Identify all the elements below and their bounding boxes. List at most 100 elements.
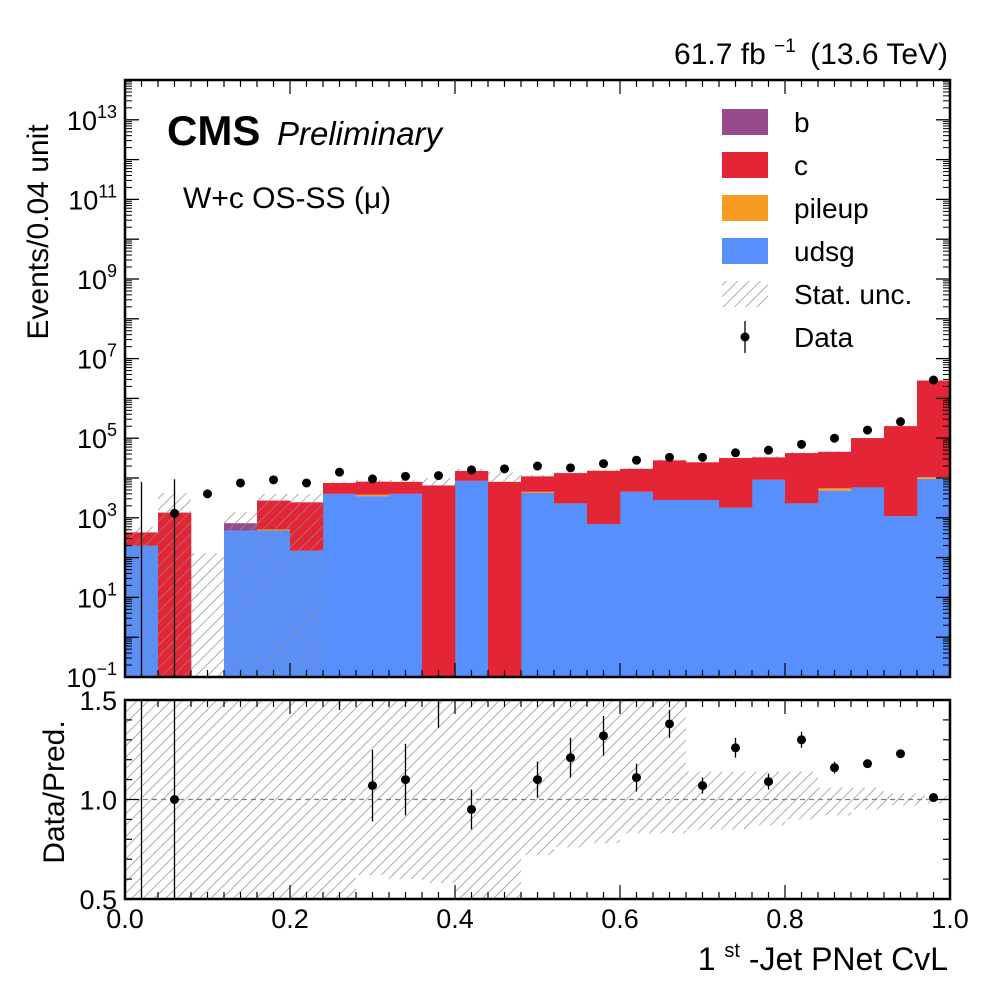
ratio-point [599, 731, 608, 741]
lumi-unit-exponent: −1 [774, 36, 796, 57]
data-point [929, 375, 938, 385]
bar-udsg [884, 516, 918, 677]
y-axis-label: Events/0.04 unit [22, 124, 55, 340]
ratio-y-tick-label: 1.5 [79, 686, 117, 716]
legend-swatch-c [722, 152, 768, 178]
bar-c [356, 481, 390, 495]
bar-c [620, 468, 654, 492]
data-point [566, 463, 575, 473]
bar-udsg [455, 480, 489, 677]
data-point [302, 478, 311, 488]
legend-label: Data [794, 322, 854, 353]
stat-unc-hatch [257, 493, 290, 677]
data-point [269, 475, 278, 485]
data-point [500, 464, 509, 474]
stat-unc-hatch [785, 452, 818, 453]
data-point [797, 439, 806, 449]
bar-c [851, 438, 885, 488]
stat-unc-hatch [752, 456, 785, 458]
bar-udsg [851, 487, 885, 677]
data-point [863, 425, 872, 435]
legend-label: pileup [794, 193, 869, 224]
data-point [170, 508, 179, 518]
data-point [401, 471, 410, 481]
y-tick-exponent: 9 [107, 261, 117, 281]
bar-udsg [752, 479, 786, 677]
bar-udsg [653, 500, 687, 677]
ratio-point [764, 777, 773, 787]
stat-unc-hatch [620, 467, 653, 469]
ratio-point [731, 743, 740, 753]
ratio-y-axis-label: Data/Pred. [38, 720, 71, 863]
y-tick-label: 1013 [67, 102, 117, 136]
y-tick-base: 10 [66, 663, 96, 693]
data-point [764, 445, 773, 455]
y-tick-base: 10 [77, 345, 107, 375]
y-tick-exponent: 11 [98, 181, 117, 201]
data-point [896, 417, 905, 427]
y-tick-base: 10 [77, 265, 107, 295]
y-tick-label: 10−1 [66, 659, 117, 693]
data-points [140, 375, 938, 677]
ratio-point [929, 793, 938, 803]
x-tick-label: 0.2 [271, 904, 309, 934]
data-point [467, 465, 476, 475]
y-tick-base: 10 [77, 583, 107, 613]
bar-udsg [356, 496, 390, 677]
legend: bc pileup udsg Stat. unc. Data [722, 107, 912, 353]
ratio-unc-hatch [422, 700, 455, 884]
bar-udsg [521, 492, 555, 677]
bar-c [587, 470, 621, 524]
y-tick-exponent: 7 [107, 341, 117, 361]
ratio-unc-hatch [851, 787, 884, 810]
data-point [533, 461, 542, 471]
x-axis-label-rest: -Jet PNet CvL [749, 941, 948, 977]
y-tick-base: 10 [67, 106, 97, 136]
bar-c [521, 476, 555, 492]
y-tick-exponent: −1 [96, 659, 117, 679]
data-point [665, 452, 674, 462]
y-tick-base: 10 [77, 424, 107, 454]
cms-label: CMS [167, 107, 260, 154]
ratio-y-tick-label: 0.5 [79, 885, 117, 915]
stat-unc-hatch [488, 472, 521, 482]
ratio-point [566, 753, 575, 763]
bar-c [554, 473, 588, 504]
bar-udsg [554, 503, 588, 677]
bar-udsg [686, 500, 720, 677]
bar-pileup [356, 494, 390, 497]
ratio-point [170, 795, 179, 804]
legend-marker-data [740, 332, 750, 342]
bar-c [323, 482, 357, 494]
bar-c [686, 462, 720, 501]
y-tick-exponent: 13 [97, 102, 117, 122]
y-tick-label: 107 [77, 341, 117, 375]
bar-udsg [785, 503, 819, 677]
y-tick-label: 109 [77, 261, 117, 295]
lumi-unit: fb [741, 38, 766, 71]
ratio-point [632, 773, 641, 783]
ratio-point [797, 735, 806, 745]
data-point [599, 459, 608, 469]
main-plot-frame [123, 78, 952, 679]
y-tick-label: 101 [77, 579, 117, 613]
y-tick-exponent: 5 [107, 420, 117, 440]
data-point [368, 474, 377, 484]
y-tick-exponent: 3 [107, 500, 117, 520]
ratio-point [665, 719, 674, 729]
legend-label: c [794, 150, 808, 181]
legend-swatch-b [722, 109, 768, 135]
data-point [698, 452, 707, 462]
ratio-unc-hatch [785, 771, 818, 820]
energy-label: (13.6 TeV) [810, 38, 948, 71]
ratio-point [467, 804, 476, 814]
x-axis-label-sup: st [724, 940, 740, 962]
stat-unc-hatch [521, 474, 554, 477]
data-point [236, 478, 245, 488]
bar-c [653, 460, 687, 501]
x-tick-label: 0.4 [436, 904, 474, 934]
data-point [731, 448, 740, 458]
legend-label: Stat. unc. [794, 279, 912, 310]
y-tick-label: 105 [77, 420, 117, 454]
